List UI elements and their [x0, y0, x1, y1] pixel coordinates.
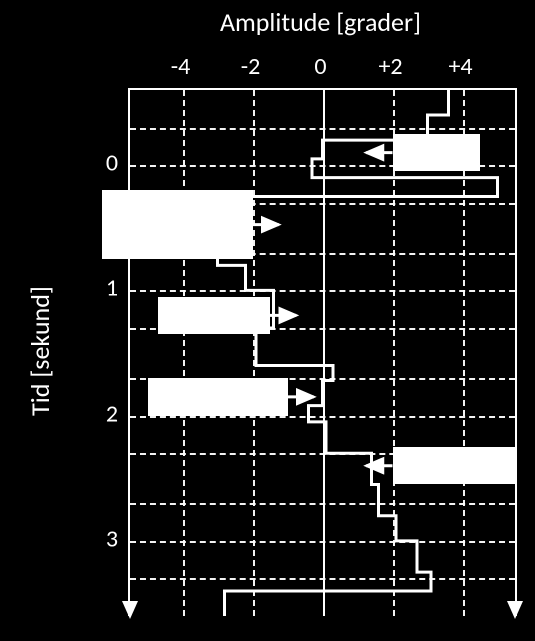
step-trace: [218, 90, 498, 616]
x-tick: +2: [378, 52, 402, 81]
y-tick: 0: [82, 149, 118, 178]
y-tick: 2: [82, 399, 118, 428]
axis-arrow-right-icon: [507, 601, 523, 619]
axis-arrow-left-icon: [122, 601, 138, 619]
y-tick: 1: [82, 274, 118, 303]
x-tick: 0: [314, 52, 326, 81]
y-tick: 3: [82, 524, 118, 553]
x-tick: -2: [241, 52, 261, 81]
x-tick: -4: [171, 52, 191, 81]
x-axis-title: Amplitude [grader]: [201, 6, 441, 38]
y-axis-title: Tid [sekund]: [24, 271, 56, 431]
x-tick: +4: [448, 52, 472, 81]
svg-layer: [130, 90, 515, 616]
plot-area: [128, 88, 517, 616]
